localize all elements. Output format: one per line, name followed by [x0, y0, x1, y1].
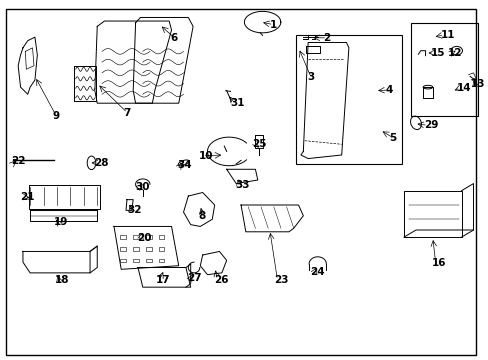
Text: 27: 27	[186, 273, 201, 283]
Text: 34: 34	[177, 159, 191, 170]
Text: 32: 32	[127, 205, 142, 215]
Text: 6: 6	[170, 33, 178, 43]
Bar	[133, 258, 139, 262]
Text: 10: 10	[199, 151, 213, 161]
Bar	[120, 235, 126, 239]
Text: 21: 21	[20, 192, 35, 202]
Text: 3: 3	[306, 72, 314, 82]
Text: 29: 29	[423, 120, 438, 130]
Text: 9: 9	[53, 111, 60, 121]
Bar	[145, 247, 151, 251]
Text: 2: 2	[323, 33, 330, 43]
Text: 7: 7	[123, 108, 131, 118]
Text: 30: 30	[135, 182, 150, 192]
Text: 8: 8	[199, 211, 205, 221]
Text: 15: 15	[429, 48, 444, 58]
Bar	[158, 235, 164, 239]
Text: 24: 24	[310, 267, 325, 277]
Text: 26: 26	[213, 275, 228, 285]
Text: 17: 17	[155, 275, 170, 285]
Text: 11: 11	[440, 30, 454, 40]
Bar	[158, 247, 164, 251]
Text: 28: 28	[94, 158, 108, 168]
Text: 16: 16	[431, 258, 446, 268]
Text: 5: 5	[389, 133, 396, 143]
Bar	[120, 258, 126, 262]
Bar	[145, 235, 151, 239]
Text: 14: 14	[456, 83, 470, 93]
Text: 23: 23	[273, 275, 287, 285]
Text: 20: 20	[137, 233, 151, 243]
Bar	[133, 247, 139, 251]
Text: 33: 33	[235, 180, 249, 190]
Text: 1: 1	[269, 19, 277, 30]
Text: 12: 12	[447, 48, 462, 58]
Text: 18: 18	[55, 275, 69, 285]
Text: 31: 31	[230, 98, 244, 108]
Text: 22: 22	[11, 157, 25, 166]
Bar	[158, 258, 164, 262]
Text: 25: 25	[251, 139, 266, 149]
Bar	[145, 258, 151, 262]
Text: 19: 19	[54, 217, 68, 227]
Bar	[410, 23, 477, 116]
Text: 13: 13	[470, 79, 485, 89]
Bar	[133, 235, 139, 239]
Text: 4: 4	[385, 85, 392, 95]
Bar	[296, 35, 401, 164]
Bar	[120, 247, 126, 251]
